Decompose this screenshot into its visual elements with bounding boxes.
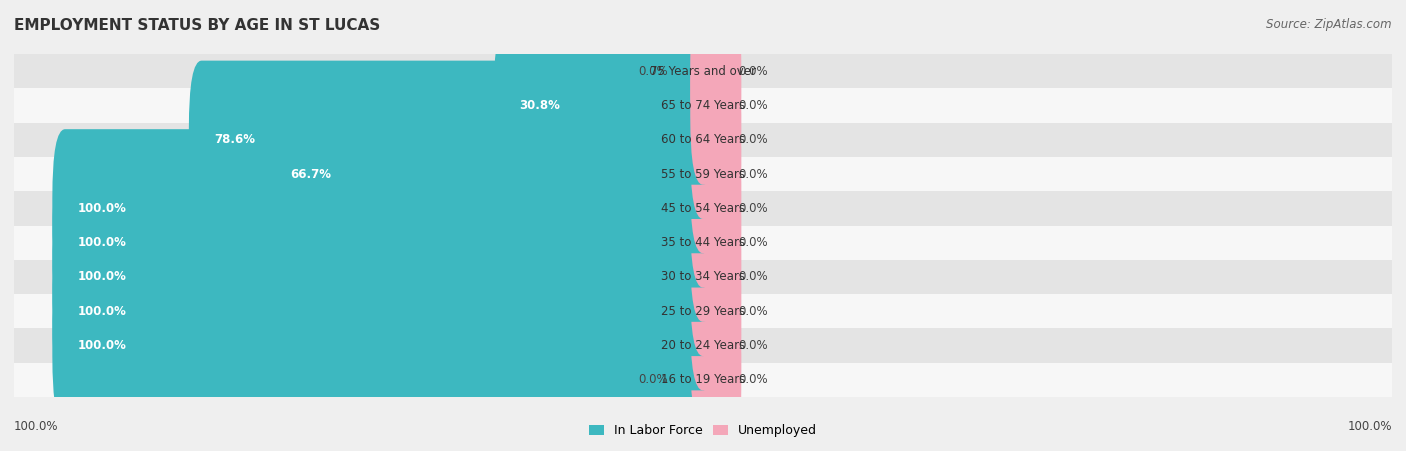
Text: 30.8%: 30.8% — [519, 99, 560, 112]
Text: 100.0%: 100.0% — [77, 202, 127, 215]
Text: 0.0%: 0.0% — [738, 236, 768, 249]
FancyBboxPatch shape — [690, 60, 741, 219]
FancyBboxPatch shape — [52, 163, 716, 322]
Legend: In Labor Force, Unemployed: In Labor Force, Unemployed — [583, 419, 823, 442]
Bar — [14, 54, 1392, 88]
Text: 25 to 29 Years: 25 to 29 Years — [661, 305, 745, 318]
Text: 100.0%: 100.0% — [1347, 420, 1392, 433]
Text: 100.0%: 100.0% — [77, 339, 127, 352]
Bar — [14, 157, 1392, 191]
Text: 66.7%: 66.7% — [290, 168, 332, 180]
Text: Source: ZipAtlas.com: Source: ZipAtlas.com — [1267, 18, 1392, 31]
Text: 60 to 64 Years: 60 to 64 Years — [661, 133, 745, 146]
FancyBboxPatch shape — [690, 232, 741, 391]
Text: 78.6%: 78.6% — [214, 133, 256, 146]
Text: 0.0%: 0.0% — [738, 168, 768, 180]
FancyBboxPatch shape — [690, 95, 741, 253]
FancyBboxPatch shape — [690, 300, 741, 451]
FancyBboxPatch shape — [52, 232, 716, 391]
Text: 20 to 24 Years: 20 to 24 Years — [661, 339, 745, 352]
Bar — [14, 294, 1392, 328]
Text: 35 to 44 Years: 35 to 44 Years — [661, 236, 745, 249]
Bar — [14, 226, 1392, 260]
Text: 0.0%: 0.0% — [638, 373, 668, 386]
Text: 0.0%: 0.0% — [738, 65, 768, 78]
Text: 0.0%: 0.0% — [738, 202, 768, 215]
Text: 65 to 74 Years: 65 to 74 Years — [661, 99, 745, 112]
FancyBboxPatch shape — [52, 266, 716, 425]
Text: 100.0%: 100.0% — [77, 305, 127, 318]
FancyBboxPatch shape — [264, 95, 716, 253]
Bar — [14, 363, 1392, 397]
FancyBboxPatch shape — [188, 60, 716, 219]
Text: 55 to 59 Years: 55 to 59 Years — [661, 168, 745, 180]
Text: 16 to 19 Years: 16 to 19 Years — [661, 373, 745, 386]
FancyBboxPatch shape — [52, 129, 716, 288]
Text: 75 Years and over: 75 Years and over — [650, 65, 756, 78]
Text: 45 to 54 Years: 45 to 54 Years — [661, 202, 745, 215]
FancyBboxPatch shape — [690, 266, 741, 425]
FancyBboxPatch shape — [690, 198, 741, 356]
FancyBboxPatch shape — [690, 0, 741, 151]
Text: 0.0%: 0.0% — [738, 133, 768, 146]
Text: 0.0%: 0.0% — [738, 305, 768, 318]
FancyBboxPatch shape — [690, 129, 741, 288]
FancyBboxPatch shape — [494, 26, 716, 185]
Text: EMPLOYMENT STATUS BY AGE IN ST LUCAS: EMPLOYMENT STATUS BY AGE IN ST LUCAS — [14, 18, 380, 33]
Text: 100.0%: 100.0% — [77, 271, 127, 283]
Text: 0.0%: 0.0% — [738, 271, 768, 283]
Bar — [14, 260, 1392, 294]
Bar — [14, 123, 1392, 157]
Text: 100.0%: 100.0% — [14, 420, 59, 433]
Text: 100.0%: 100.0% — [77, 236, 127, 249]
Text: 0.0%: 0.0% — [738, 339, 768, 352]
Text: 30 to 34 Years: 30 to 34 Years — [661, 271, 745, 283]
Bar — [14, 328, 1392, 363]
Bar — [14, 191, 1392, 226]
FancyBboxPatch shape — [52, 198, 716, 356]
Text: 0.0%: 0.0% — [738, 373, 768, 386]
FancyBboxPatch shape — [690, 163, 741, 322]
Text: 0.0%: 0.0% — [638, 65, 668, 78]
Bar — [14, 88, 1392, 123]
Text: 0.0%: 0.0% — [738, 99, 768, 112]
FancyBboxPatch shape — [690, 26, 741, 185]
